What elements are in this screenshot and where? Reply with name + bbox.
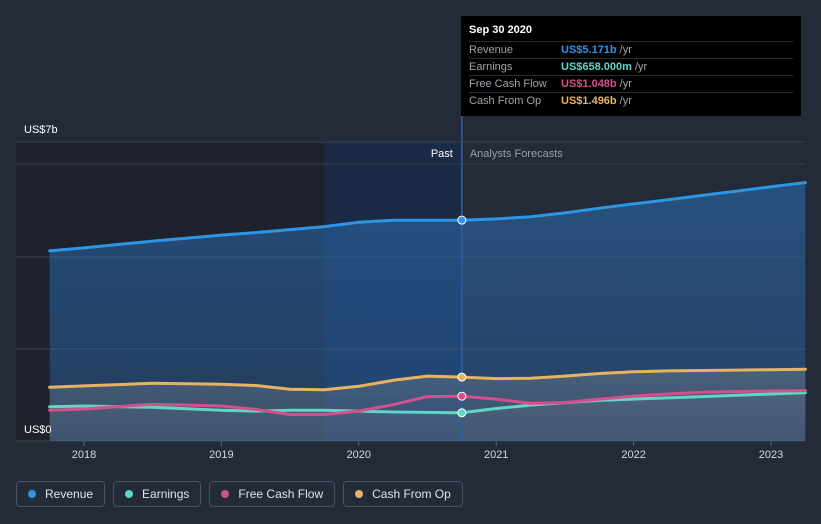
tooltip-row-free-cash-flow: Free Cash Flow US$1.048b /yr	[469, 75, 793, 92]
legend-label: Revenue	[45, 487, 94, 501]
past-label: Past	[431, 148, 453, 160]
tooltip-value: US$1.048b	[561, 78, 617, 90]
tooltip-unit: /yr	[634, 61, 648, 73]
tooltip-row-revenue: Revenue US$5.171b /yr	[469, 41, 793, 58]
x-tick-label: 2021	[484, 449, 508, 461]
legend-dot-icon	[28, 490, 36, 498]
highlight-point-cash-from-op	[457, 372, 467, 382]
chart-legend: Revenue Earnings Free Cash Flow Cash Fro…	[16, 481, 463, 507]
x-tick-label: 2018	[72, 449, 96, 461]
tooltip-label: Earnings	[469, 61, 513, 73]
x-tick-label: 2020	[347, 449, 371, 461]
tooltip-value: US$658.000m	[561, 61, 632, 73]
tooltip-row-cash-from-op: Cash From Op US$1.496b /yr	[469, 92, 793, 109]
data-tooltip: Sep 30 2020 Revenue US$5.171b /yr Earnin…	[461, 16, 801, 116]
tooltip-row-earnings: Earnings US$658.000m /yr	[469, 58, 793, 75]
axis-labels: US$7b US$0 2018 2019 2020 2021 2022 2023 Past Ana…	[24, 124, 783, 461]
highlight-markers	[457, 116, 467, 441]
tooltip-label: Cash From Op	[469, 95, 542, 107]
legend-label: Cash From Op	[372, 487, 451, 501]
legend-label: Earnings	[142, 487, 190, 501]
cash-from-op-area	[49, 369, 806, 441]
legend-item-revenue[interactable]: Revenue	[16, 481, 106, 507]
tooltip-unit: /yr	[619, 95, 632, 107]
highlight-point-revenue	[457, 215, 467, 225]
x-tick-label: 2023	[759, 449, 783, 461]
y-axis-max-label: US$7b	[24, 124, 58, 136]
series-areas	[49, 182, 806, 441]
tooltip-value: US$5.171b	[561, 44, 617, 56]
tooltip-unit: /yr	[619, 44, 632, 56]
y-axis-min-label: US$0	[24, 424, 52, 436]
legend-label: Free Cash Flow	[238, 487, 324, 501]
highlight-point-earnings	[457, 408, 467, 418]
legend-dot-icon	[221, 490, 230, 498]
tooltip-value: US$1.496b	[561, 95, 617, 107]
legend-item-free-cash-flow[interactable]: Free Cash Flow	[209, 481, 336, 507]
earnings-area	[49, 392, 806, 441]
tooltip-date: Sep 30 2020	[469, 24, 532, 36]
legend-item-cash-from-op[interactable]: Cash From Op	[343, 481, 463, 507]
legend-dot-icon	[355, 490, 364, 498]
legend-dot-icon	[125, 490, 134, 498]
tooltip-label: Revenue	[469, 44, 514, 56]
tooltip-unit: /yr	[619, 78, 632, 90]
legend-item-earnings[interactable]: Earnings	[113, 481, 202, 507]
highlight-point-free-cash-flow	[457, 391, 467, 401]
x-tick-label: 2019	[209, 449, 233, 461]
tooltip-label: Free Cash Flow	[469, 78, 547, 90]
x-tick-label: 2022	[621, 449, 645, 461]
forecast-label: Analysts Forecasts	[470, 148, 563, 160]
